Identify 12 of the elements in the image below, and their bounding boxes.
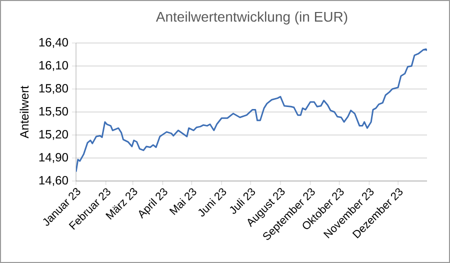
x-tick-label: Mai 23	[169, 188, 196, 216]
y-tick-label: 16,10	[39, 61, 68, 71]
y-tick-label: 14,90	[39, 153, 68, 163]
y-tick-label: 15,80	[39, 84, 68, 94]
x-tick-label: Juni 23	[198, 188, 226, 216]
y-tick-label: 16,40	[39, 38, 68, 48]
y-tick-label: 15,50	[39, 107, 68, 117]
y-tick-label: 15,20	[39, 130, 68, 140]
y-axis-title: Anteilwert	[20, 86, 29, 138]
chart-title: Anteilwertentwicklung (in EUR)	[156, 11, 348, 25]
y-tick-label: 14,60	[39, 176, 68, 186]
line-series	[76, 48, 428, 173]
